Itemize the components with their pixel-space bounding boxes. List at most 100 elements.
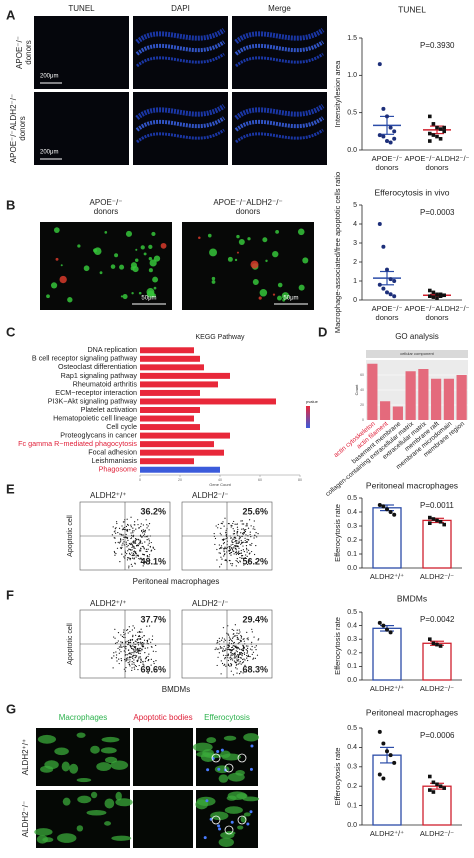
event [147,660,149,662]
y-tick-label: 0.5 [347,725,357,732]
cell [226,795,237,801]
event [113,636,115,638]
y-axis-label: Efferocytosis rate [333,617,342,675]
tissue-stain [234,103,325,121]
event [136,655,138,657]
event [233,648,235,650]
event [239,560,241,562]
event [240,520,242,522]
event [230,551,233,554]
event [238,547,240,549]
y-tick-label: 0.2 [347,650,357,657]
event [238,629,240,631]
event [148,659,150,661]
event [138,656,140,658]
micrograph [232,92,327,165]
event [120,657,122,660]
event [236,668,238,670]
data-point [428,521,432,525]
event [146,642,148,644]
event [150,549,153,551]
x-axis-label: Gene Count [209,482,231,487]
event [135,646,137,648]
data-point [385,507,389,512]
event [232,543,234,546]
event [127,642,130,644]
event [242,545,244,547]
data-point [381,741,386,746]
event [237,638,240,640]
data-point [431,780,436,785]
event [120,634,122,636]
event [229,547,231,550]
event [114,554,116,556]
group-label: ALDH2⁺/⁺ [90,491,126,500]
y-tick-label: 0.3 [347,523,357,530]
quadrant-percent: 37.7% [140,614,166,624]
micrograph [133,790,193,848]
event [141,642,144,644]
event [145,548,147,550]
y-tick-label: 0 [362,418,364,422]
event [216,640,219,642]
event [223,549,225,551]
data-point [392,279,397,283]
event [235,661,237,663]
data-point [377,729,382,734]
cell [53,227,60,233]
event [240,648,242,651]
event [144,660,146,662]
event [131,557,134,559]
event [139,647,142,649]
event [253,537,255,539]
event [216,559,218,561]
event [148,625,151,627]
event [255,562,257,564]
panel-label: G [6,701,16,716]
event [256,536,258,538]
micrograph [232,16,327,89]
event [138,557,140,560]
event [232,541,234,544]
event [141,529,143,532]
event [150,658,152,661]
bar [140,372,230,379]
event [127,539,129,541]
event [137,659,139,661]
event [140,523,142,525]
event [133,550,136,552]
quadrant-percent: 29.4% [242,614,268,624]
tissue-stain [234,116,325,132]
event [142,565,144,567]
event [133,659,135,661]
cell [111,835,132,841]
x-tick-label: 0 [139,478,141,482]
column-header: Macrophages [59,713,107,722]
event [146,524,148,526]
event [230,655,232,657]
event [235,552,237,554]
event [236,660,238,662]
event [140,525,142,528]
event [221,539,224,541]
event [139,550,141,552]
event [247,659,249,662]
y-axis-label: Intensity/lesion area [333,60,342,128]
event [247,639,249,641]
event [135,542,137,544]
event [253,657,255,659]
cell [40,765,54,773]
event [115,657,118,659]
event [249,544,251,546]
cell [209,248,217,257]
event [223,554,226,556]
tissue-stain [135,27,226,45]
event [130,516,132,518]
y-tick-label: 0 [353,297,357,304]
event [146,536,148,538]
event [123,634,125,636]
event [239,536,241,538]
event [241,523,243,525]
event [234,541,236,543]
event [131,669,133,672]
